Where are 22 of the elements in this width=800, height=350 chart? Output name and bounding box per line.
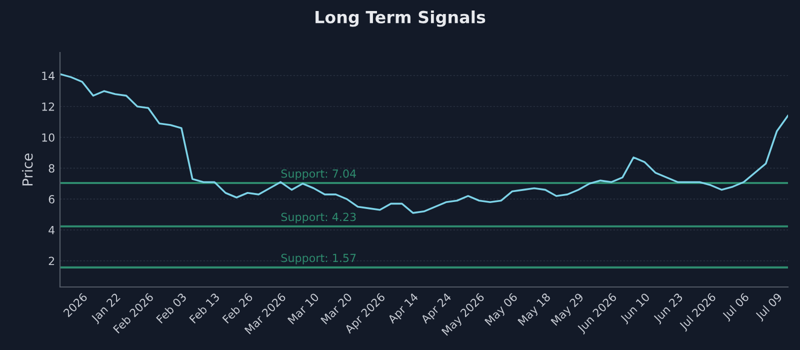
ref-line-label: Support: 4.23: [281, 212, 356, 224]
y-tick-label: 12: [42, 102, 54, 111]
x-tick-label: Mar 10: [287, 292, 320, 324]
y-tick-label: 10: [42, 133, 54, 142]
chart-title: Long Term Signals: [316, 10, 486, 27]
x-tick-label: Jun 10: [620, 292, 652, 325]
ref-line-label: Support: 1.57: [281, 254, 356, 264]
x-tick-label: Mar 20: [320, 292, 352, 324]
x-tick-label: Jul 06: [721, 292, 751, 322]
y-axis-title: Price: [22, 154, 33, 186]
x-tick-label: Feb 03: [156, 292, 187, 324]
x-tick-label: Feb 26: [222, 292, 254, 324]
y-tick-label: 4: [48, 226, 55, 234]
ref-line-label: Support: 7.04: [281, 169, 356, 180]
y-tick-label: 2: [48, 256, 54, 265]
x-tick-label: Apr 14: [387, 292, 420, 326]
x-tick-label: Jul 09: [754, 292, 784, 322]
y-tick-label: 14: [42, 72, 55, 80]
line-series: [60, 73, 788, 214]
y-tick-label: 8: [48, 164, 54, 173]
x-tick-label: Feb 13: [188, 292, 220, 324]
y-tick-label: 6: [48, 195, 54, 204]
